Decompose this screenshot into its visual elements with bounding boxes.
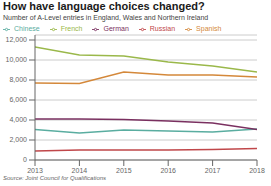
svg-text:2017: 2017 <box>205 167 221 174</box>
svg-text:2016: 2016 <box>160 167 176 174</box>
html-text:Source: Joint Council for Qual: Source: Joint Council for Qualifications <box>3 175 107 181</box>
svg-text:6,000: 6,000 <box>9 96 27 103</box>
svg-text:0: 0 <box>23 156 27 163</box>
svg-text:2014: 2014 <box>72 167 88 174</box>
html-text:Russian: Russian <box>149 25 176 32</box>
html-text:French: French <box>60 25 83 32</box>
svg-text:8,000: 8,000 <box>9 76 27 83</box>
html-text:Spanish: Spanish <box>196 25 222 32</box>
html-text:Number of A-Level entries in E: Number of A-Level entries in England, Wa… <box>3 14 209 21</box>
html-text:German: German <box>103 25 129 32</box>
svg-text:2015: 2015 <box>116 167 132 174</box>
svg-text:2,000: 2,000 <box>9 136 27 143</box>
html-text:Chinese: Chinese <box>14 25 40 32</box>
svg-text:10,000: 10,000 <box>6 56 28 63</box>
svg-text:2013: 2013 <box>27 167 43 174</box>
svg-text:12,000: 12,000 <box>6 36 28 43</box>
svg-text:4,000: 4,000 <box>9 116 27 123</box>
html-text:How have language choices chan: How have language choices changed? <box>3 0 205 12</box>
svg-text:2018: 2018 <box>249 167 265 174</box>
